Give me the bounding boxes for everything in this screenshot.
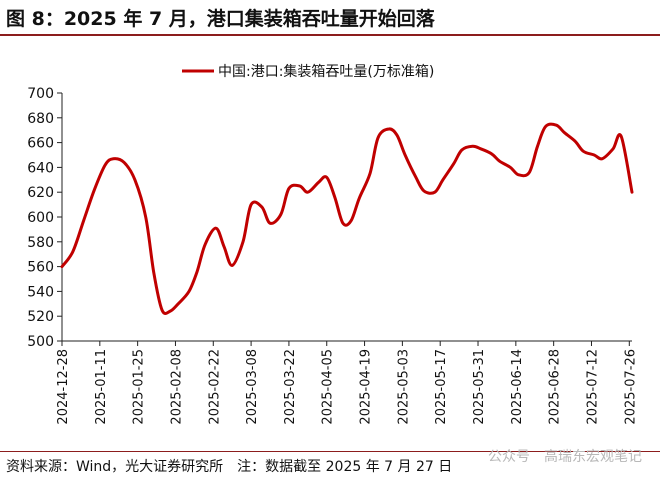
x-tick-label: 2025-01-25 (132, 349, 147, 425)
line-chart: 中国:港口:集装箱吞吐量(万标准箱) 500 520 540 560 580 600 620… (27, 63, 638, 425)
watermark-right: 高瑞东宏观笔记 (544, 449, 642, 465)
x-tick-label: 2025-04-19 (359, 349, 374, 425)
x-tick-label: 2025-02-22 (207, 349, 222, 425)
y-tick-label: 540 (27, 284, 54, 300)
footer-rule (0, 451, 660, 452)
y-tick-label: 500 (27, 334, 54, 350)
y-tick-label: 700 (27, 86, 54, 102)
title-rule (0, 34, 660, 36)
watermark: 公众号 高瑞东宏观笔记 (488, 446, 642, 466)
source-note: 资料来源：Wind，光大证券研究所 注：数据截至 2025 年 7 月 27 日 (6, 459, 453, 475)
y-axis: 500 520 540 560 580 600 620 640 660 680 700 (27, 86, 63, 350)
x-tick-label: 2025-03-22 (283, 349, 298, 425)
x-tick-label: 2025-05-03 (396, 349, 411, 425)
y-tick-label: 520 (27, 309, 54, 325)
x-tick-label: 2025-07-26 (623, 349, 638, 425)
figure-title: 图 8：2025 年 7 月，港口集装箱吞吐量开始回落 (6, 8, 435, 30)
x-tick-label: 2025-05-17 (434, 349, 449, 425)
y-tick-label: 560 (27, 260, 54, 276)
x-axis: 2024-12-28 2025-01-11 2025-01-25 2025-02-08… (56, 340, 638, 425)
x-tick-label: 2025-03-08 (245, 349, 260, 425)
watermark-left: 公众号 (488, 449, 530, 465)
chart-legend: 中国:港口:集装箱吞吐量(万标准箱) (182, 63, 434, 80)
y-tick-label: 660 (27, 136, 54, 152)
x-tick-label: 2025-05-31 (472, 349, 487, 425)
series-line (60, 122, 634, 315)
x-tick-label: 2025-06-28 (548, 349, 563, 425)
y-tick-label: 620 (27, 185, 54, 201)
x-tick-label: 2025-02-08 (169, 349, 184, 425)
y-tick-label: 680 (27, 111, 54, 127)
plot-area (60, 122, 634, 315)
x-tick-label: 2025-04-05 (321, 349, 336, 425)
x-tick-label: 2025-01-11 (94, 349, 109, 425)
legend-label: 中国:港口:集装箱吞吐量(万标准箱) (218, 63, 434, 80)
x-tick-label: 2025-06-14 (510, 349, 525, 425)
y-tick-label: 580 (27, 235, 54, 251)
y-tick-label: 600 (27, 210, 54, 226)
x-tick-label: 2024-12-28 (56, 349, 71, 425)
x-tick-label: 2025-07-12 (585, 349, 600, 425)
y-tick-label: 640 (27, 160, 54, 176)
